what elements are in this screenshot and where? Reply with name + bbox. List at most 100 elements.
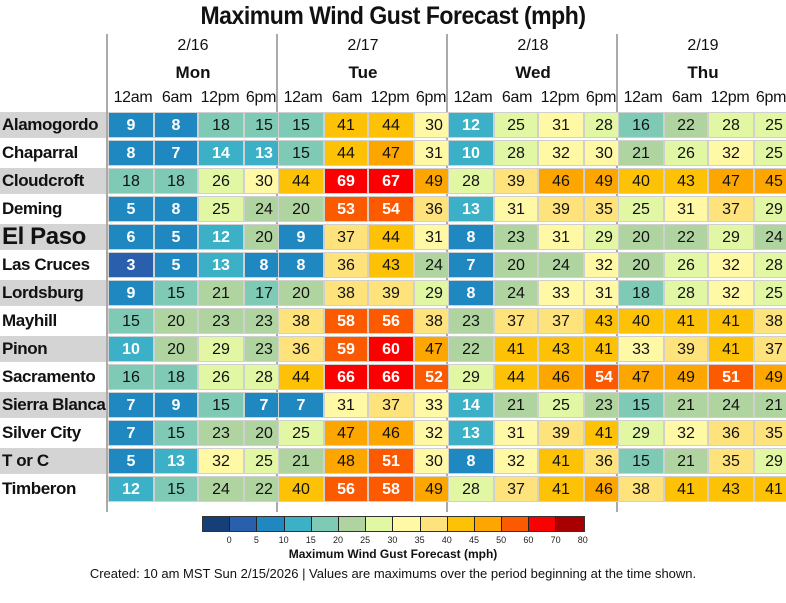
legend-tick-label: 25 <box>360 535 371 545</box>
heatmap-cell: 41 <box>708 336 754 362</box>
location-label: Cloudcroft <box>0 168 106 194</box>
legend-tick-label: 60 <box>523 535 534 545</box>
heatmap-cell: 51 <box>368 448 414 474</box>
heatmap-cell: 60 <box>368 336 414 362</box>
heatmap-cell: 49 <box>664 364 708 390</box>
legend-swatch <box>366 517 394 531</box>
heatmap-cell: 26 <box>198 364 244 390</box>
heatmap-cell: 39 <box>538 196 584 222</box>
heatmap-cell: 66 <box>324 364 368 390</box>
legend-tick-label: 15 <box>305 535 316 545</box>
heatmap-cell: 20 <box>244 224 284 250</box>
heatmap-cell: 21 <box>754 392 786 418</box>
heatmap-cell: 20 <box>278 196 324 222</box>
heatmap-cell: 16 <box>618 112 664 138</box>
heatmap-cell: 44 <box>278 168 324 194</box>
heatmap-cell: 6 <box>108 224 154 250</box>
time-header: 12am <box>623 89 663 106</box>
heatmap-cell: 25 <box>278 420 324 446</box>
heatmap-cell: 39 <box>494 168 538 194</box>
heatmap-cell: 69 <box>324 168 368 194</box>
heatmap-cell: 28 <box>708 112 754 138</box>
heatmap-cell: 28 <box>448 476 494 502</box>
time-header: 12pm <box>200 89 240 106</box>
heatmap-cell: 23 <box>448 308 494 334</box>
location-label: Silver City <box>2 423 81 442</box>
heatmap-cell: 35 <box>584 196 624 222</box>
heatmap-cell: 47 <box>618 364 664 390</box>
heatmap-cell: 36 <box>278 336 324 362</box>
location-label: Alamogordo <box>0 112 106 138</box>
heatmap-cell: 28 <box>584 112 624 138</box>
heatmap-cell: 26 <box>198 168 244 194</box>
time-header: 6pm <box>415 89 447 106</box>
heatmap-cell: 32 <box>414 420 454 446</box>
heatmap-cell: 67 <box>368 168 414 194</box>
heatmap-cell: 21 <box>198 280 244 306</box>
heatmap-cell: 5 <box>154 252 198 278</box>
time-header: 6pm <box>755 89 786 106</box>
day-name-header: Wed <box>515 63 551 82</box>
legend-swatch <box>284 517 312 531</box>
heatmap-cell: 32 <box>708 140 754 166</box>
heatmap-cell: 38 <box>414 308 454 334</box>
heatmap-cell: 47 <box>708 168 754 194</box>
heatmap-cell: 30 <box>584 140 624 166</box>
legend-tick-label: 45 <box>468 535 480 545</box>
heatmap-cell: 25 <box>754 280 786 306</box>
heatmap-cell: 25 <box>754 112 786 138</box>
heatmap-cell: 25 <box>198 196 244 222</box>
heatmap-cell: 37 <box>708 196 754 222</box>
heatmap-cell: 29 <box>618 420 664 446</box>
heatmap-cell: 9 <box>154 392 198 418</box>
heatmap-cell: 48 <box>324 448 368 474</box>
heatmap-cell: 23 <box>244 336 284 362</box>
day-date-header: 2/17 <box>347 37 379 54</box>
legend-swatch <box>502 517 530 531</box>
heatmap-cell: 56 <box>368 308 414 334</box>
heatmap-cell: 46 <box>538 364 584 390</box>
heatmap-cell: 41 <box>664 476 708 502</box>
heatmap-cell: 7 <box>154 140 198 166</box>
heatmap-cell: 13 <box>448 196 494 222</box>
heatmap-cell: 41 <box>538 448 584 474</box>
heatmap-cell: 39 <box>538 420 584 446</box>
heatmap-cell: 9 <box>108 112 154 138</box>
location-label: El Paso <box>0 224 106 250</box>
heatmap-cell: 20 <box>154 336 198 362</box>
legend-swatch <box>338 517 367 531</box>
heatmap-cell: 18 <box>154 168 198 194</box>
legend-title: Maximum Wind Gust Forecast (mph) <box>288 547 498 561</box>
legend-tick-label: 50 <box>496 535 507 545</box>
heatmap-cell: 24 <box>198 476 244 502</box>
footer-note: Created: 10 am MST Sun 2/15/2026 | Value… <box>89 566 697 581</box>
heatmap-cell: 59 <box>324 336 368 362</box>
heatmap-cell: 43 <box>584 308 624 334</box>
heatmap-cell: 10 <box>108 336 154 362</box>
heatmap-cell: 28 <box>754 252 786 278</box>
heatmap-cell: 43 <box>538 336 584 362</box>
heatmap-cell: 54 <box>368 196 414 222</box>
day-name-header: Mon <box>175 63 211 82</box>
heatmap-cell: 26 <box>664 252 708 278</box>
heatmap-cell: 20 <box>494 252 538 278</box>
heatmap-cell: 31 <box>494 420 538 446</box>
heatmap-cell: 10 <box>448 140 494 166</box>
legend-swatch <box>420 517 448 531</box>
heatmap-cell: 18 <box>618 280 664 306</box>
heatmap-cell: 37 <box>494 476 538 502</box>
heatmap-cell: 20 <box>154 308 198 334</box>
heatmap-cell: 29 <box>448 364 494 390</box>
heatmap-cell: 37 <box>494 308 538 334</box>
heatmap-cell: 7 <box>448 252 494 278</box>
heatmap-cell: 32 <box>538 140 584 166</box>
heatmap-cell: 29 <box>198 336 244 362</box>
heatmap-cell: 31 <box>538 112 584 138</box>
heatmap-cell: 23 <box>494 224 538 250</box>
heatmap-cell: 31 <box>414 224 454 250</box>
heatmap-cell: 22 <box>664 112 708 138</box>
time-header: 12pm <box>710 89 750 106</box>
heatmap-cell: 35 <box>754 420 786 446</box>
heatmap-cell: 36 <box>324 252 368 278</box>
heatmap-cell: 23 <box>198 308 244 334</box>
